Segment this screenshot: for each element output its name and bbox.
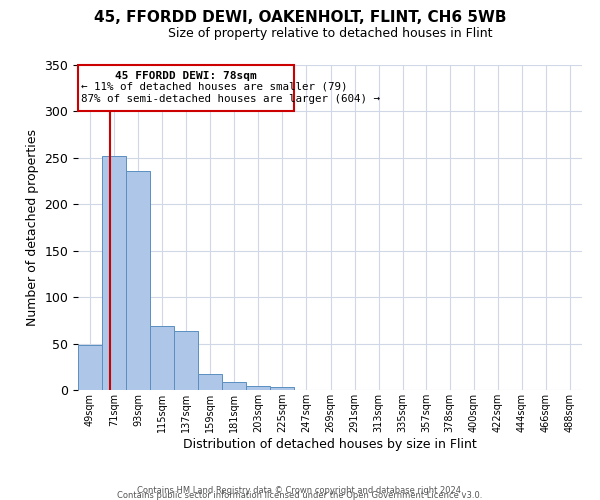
- Bar: [174, 330, 198, 390]
- X-axis label: Distribution of detached houses by size in Flint: Distribution of detached houses by size …: [183, 438, 477, 451]
- Y-axis label: Number of detached properties: Number of detached properties: [26, 129, 39, 326]
- Bar: [247, 386, 271, 390]
- Bar: [102, 156, 126, 390]
- Title: Size of property relative to detached houses in Flint: Size of property relative to detached ho…: [168, 27, 492, 40]
- Bar: [198, 374, 223, 390]
- Text: Contains HM Land Registry data © Crown copyright and database right 2024.: Contains HM Land Registry data © Crown c…: [137, 486, 463, 495]
- Text: 45, FFORDD DEWI, OAKENHOLT, FLINT, CH6 5WB: 45, FFORDD DEWI, OAKENHOLT, FLINT, CH6 5…: [94, 10, 506, 25]
- Text: 45 FFORDD DEWI: 78sqm: 45 FFORDD DEWI: 78sqm: [115, 70, 257, 81]
- Text: 87% of semi-detached houses are larger (604) →: 87% of semi-detached houses are larger (…: [81, 94, 380, 104]
- Bar: [223, 382, 247, 390]
- Bar: [78, 344, 102, 390]
- Text: ← 11% of detached houses are smaller (79): ← 11% of detached houses are smaller (79…: [81, 82, 348, 92]
- Text: Contains public sector information licensed under the Open Government Licence v3: Contains public sector information licen…: [118, 491, 482, 500]
- Bar: [150, 326, 174, 390]
- Bar: [271, 387, 295, 390]
- Bar: [126, 171, 150, 390]
- FancyBboxPatch shape: [78, 65, 295, 112]
